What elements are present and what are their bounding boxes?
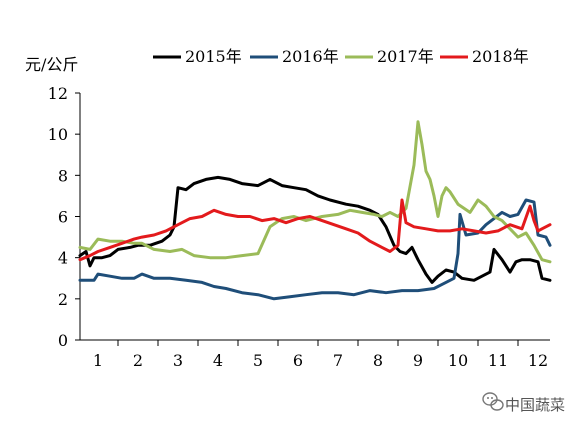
x-tick-label: 8 [373, 351, 383, 370]
x-tick-label: 12 [528, 351, 548, 370]
y-tick-label: 0 [58, 331, 68, 350]
x-tick-label: 6 [293, 351, 303, 370]
wechat-icon [482, 392, 504, 411]
series-lines [78, 120, 552, 301]
legend-label: 2016年 [282, 47, 339, 66]
x-tick-label: 9 [413, 351, 423, 370]
x-tick-label: 7 [333, 351, 343, 370]
y-axis-unit-label: 元/公斤 [25, 55, 78, 74]
y-tick-label: 6 [58, 208, 68, 227]
y-tick-label: 2 [58, 290, 68, 309]
series-line-2016年 [78, 198, 552, 301]
series-line-2017年 [78, 120, 552, 264]
y-tick-label: 12 [48, 84, 68, 103]
x-axis: 1 2 3 4 5 6 7 8 9 10 11 12 [80, 339, 550, 370]
x-tick-label: 4 [213, 351, 223, 370]
legend: 2015年 2016年 2017年 2018年 [153, 47, 529, 66]
legend-label: 2018年 [472, 47, 529, 66]
x-tick-label: 2 [133, 351, 143, 370]
y-tick-label: 4 [58, 249, 68, 268]
legend-label: 2017年 [377, 47, 434, 66]
series-line-2015年 [78, 175, 552, 284]
x-tick-label: 5 [253, 351, 263, 370]
legend-label: 2015年 [185, 47, 242, 66]
x-tick-label: 3 [173, 351, 183, 370]
y-axis: 0 2 4 6 8 10 12 [48, 84, 81, 350]
x-tick-label: 1 [93, 351, 103, 370]
x-tick-label: 10 [448, 351, 468, 370]
y-tick-label: 8 [58, 166, 68, 185]
watermark-text: 中国蔬菜 [505, 396, 565, 414]
watermark: 中国蔬菜 [482, 392, 565, 414]
y-tick-label: 10 [48, 125, 68, 144]
series-line-2018年 [78, 198, 552, 262]
x-tick-label: 11 [488, 351, 508, 370]
